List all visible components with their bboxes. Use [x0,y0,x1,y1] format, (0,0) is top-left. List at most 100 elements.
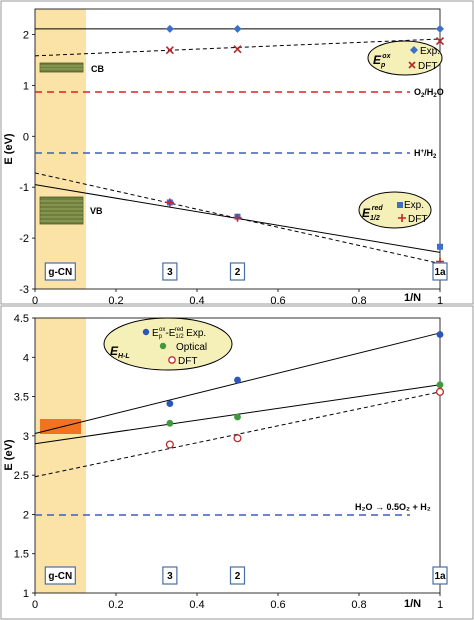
box-label-frame [162,262,178,281]
vb-box [39,196,84,225]
cross-point [165,46,174,55]
dft-point [233,434,242,443]
y-tick-label: 4.5 [14,313,29,325]
bottom-data-marks [165,331,445,449]
square-point [437,243,443,250]
x-tick-label: 1 [437,599,443,611]
diamond-point [165,24,174,33]
legend-hl-dft: DFT [178,356,197,367]
bottom-xlabel: 1/N [404,598,421,610]
x-tick-label: 0.8 [351,599,366,611]
y-tick-label: 2 [23,509,29,521]
exp-point [166,400,174,408]
legend-cross-icon [408,61,416,69]
water-split-label: H₂O → 0.5O₂ + H₂ [355,502,431,512]
top-ylabel: E (eV) [3,133,15,165]
optical-point [166,419,174,427]
y-tick-label: 4 [23,352,29,364]
legend-red-circle-icon [168,356,176,364]
y-tick-label: 3 [23,431,29,443]
y-tick-label: -2 [19,233,29,245]
x-tick-label: 0.4 [189,295,204,307]
box-label-frame [229,566,246,585]
plus-point [233,213,242,222]
box-label-frame [432,262,448,281]
optical-point [234,413,241,421]
x-tick-label: 0 [32,295,38,307]
legend-ox-dft: DFT [418,61,437,72]
box-label-frame [162,566,178,585]
fit-line [34,172,441,265]
cb-box [39,62,84,73]
y-tick-label: 0 [23,131,29,143]
y-tick-label: 1.5 [14,549,29,561]
legend-red-exp: Exp. [404,200,424,211]
box-label-g-CN: g-CN [48,571,72,582]
legend-oxidation: Epox Exp. DFT [367,40,443,76]
box-label-frame [44,262,76,281]
svg-text:Epox: Epox [373,53,392,69]
x-tick-label: 0.4 [189,599,204,611]
top-plot-area [34,8,441,290]
legend-red-dft: DFT [408,214,427,225]
optical-point [436,381,444,389]
box-label-frame [229,262,246,281]
diamond-point [436,24,444,33]
dft-point [435,387,445,396]
x-tick-label: 0.6 [270,599,285,611]
box-label-1a: 1a [434,571,446,582]
bottom-ylabel: E (eV) [3,439,15,471]
box-label-2: 2 [235,571,241,582]
exp-point [234,376,241,384]
box-label-3: 3 [167,267,173,278]
top-axis-ticks: -3 -2 -1 0 1 2 0 0.2 0.4 0.6 0.8 1 [19,29,443,307]
x-tick-label: 1 [437,295,443,307]
exp-point [436,331,444,338]
bottom-band [35,318,86,593]
box-label-frame [432,566,448,585]
top-band [35,9,86,289]
x-tick-label: 0 [32,599,38,611]
cb-label: CB [91,64,104,74]
bottom-chart: 1 1.5 2 2.5 3 3.5 4 4.5 0 0.2 0.4 0.6 0.8 1 H₂O → 0.5… [3,313,448,611]
legend-hl: EH-L Epox-E1/2red Exp. Optical DFT [103,317,233,371]
y-tick-label: 2.5 [14,470,29,482]
legend-plus-icon [398,214,406,222]
legend-reduction: E1/2red Exp. DFT [358,191,432,229]
y-tick-label: 3.5 [14,392,29,404]
top-box-labels: g-CN 3 2 1a [44,262,448,281]
box-label-1a: 1a [434,267,446,278]
cross-point [435,37,445,46]
top-xlabel: 1/N [404,292,421,304]
plus-point [165,198,174,207]
bottom-axis-ticks: 1 1.5 2 2.5 3 3.5 4 4.5 0 0.2 0.4 0.6 0.8 1 [14,313,443,611]
y-tick-label: 2 [23,29,29,41]
x-tick-label: 0.2 [108,295,123,307]
svg-text:EH-L: EH-L [110,344,130,360]
legend-hl-opt: Optical [176,342,207,353]
legend-diamond-icon [410,46,418,54]
x-tick-label: 0.6 [270,295,285,307]
legend-green-circle-icon [159,342,167,350]
legend-ox-exp: Exp. [420,46,440,57]
h-plus-label: H+/H2 [414,148,437,160]
y-tick-label: -3 [19,284,29,296]
legend-blue-circle-icon [142,328,150,336]
top-data-marks [165,24,445,266]
box-label-g-CN: g-CN [48,267,72,278]
y-tick-label: 1 [23,80,29,92]
box-label-2: 2 [235,267,241,278]
cross-point [233,45,242,54]
box-label-frame [44,566,76,585]
x-tick-label: 0.2 [108,599,123,611]
bottom-plot-area [34,317,441,594]
vb-label: VB [90,206,103,216]
diamond-point [233,24,242,33]
x-tick-label: 0.8 [351,295,366,307]
legend-hl-exp: Epox-E1/2red Exp. [152,327,206,340]
fit-line [34,38,441,57]
y-tick-label: -1 [19,182,29,194]
dft-point [165,440,174,449]
o2-h2o-label: O2/H2O [414,87,444,99]
